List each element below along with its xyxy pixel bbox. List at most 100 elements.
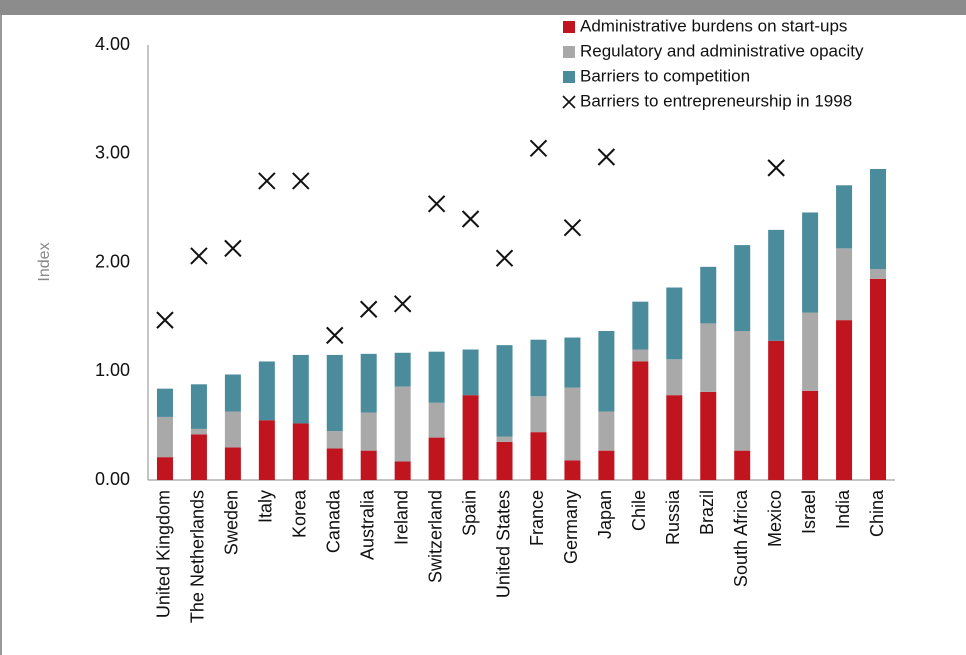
bar-segment bbox=[734, 245, 751, 332]
bar-segment bbox=[258, 361, 275, 421]
scatter-marker bbox=[495, 249, 514, 267]
bar-segment bbox=[224, 411, 241, 448]
x-tick-label: Italy bbox=[256, 490, 276, 523]
x-tick-label: Korea bbox=[290, 489, 310, 538]
y-tick-label: 3.00 bbox=[95, 143, 130, 163]
scatter-marker bbox=[427, 195, 446, 213]
legend-swatch bbox=[563, 71, 575, 83]
bar-segment bbox=[156, 457, 173, 480]
bar-segment bbox=[190, 384, 207, 429]
scatter-marker bbox=[224, 239, 242, 258]
x-tick-label: Mexico bbox=[765, 490, 785, 547]
bar-segment bbox=[156, 388, 173, 417]
y-axis-label: Index bbox=[36, 242, 53, 281]
bar-segment bbox=[326, 354, 343, 432]
legend-label: Barriers to competition bbox=[580, 66, 750, 85]
bar-segment bbox=[462, 349, 479, 396]
y-tick-label: 4.00 bbox=[95, 34, 130, 54]
bar-segment bbox=[564, 460, 581, 480]
bar-segment bbox=[530, 432, 547, 480]
bar-segment bbox=[632, 349, 649, 362]
bar-segment bbox=[496, 441, 513, 480]
bar-segment bbox=[768, 229, 785, 341]
bar-segment bbox=[802, 212, 819, 313]
bar-segment bbox=[360, 353, 377, 413]
bar-segment bbox=[258, 420, 275, 480]
x-tick-label: Australia bbox=[357, 489, 377, 560]
bar-segment bbox=[700, 323, 717, 392]
bar-segment bbox=[632, 361, 649, 480]
bar-segment bbox=[870, 168, 887, 270]
bar-segment bbox=[666, 359, 683, 396]
x-tick-label: Russia bbox=[663, 489, 683, 545]
bar-segment bbox=[666, 395, 683, 480]
bar-segment bbox=[700, 266, 717, 324]
x-tick-label: South Africa bbox=[731, 489, 751, 587]
legend-marker bbox=[562, 95, 576, 109]
x-tick-label: Canada bbox=[324, 489, 344, 553]
scatter-marker bbox=[767, 159, 785, 177]
x-tick-label: Germany bbox=[561, 490, 581, 564]
y-tick-label: 0.00 bbox=[95, 469, 130, 489]
bar-segment bbox=[326, 431, 343, 449]
x-tick-label: China bbox=[867, 489, 887, 537]
bar-segment bbox=[666, 287, 683, 360]
bar-segment bbox=[564, 337, 581, 388]
scatter-marker bbox=[597, 148, 616, 166]
bar-segment bbox=[360, 450, 377, 480]
bar-segment bbox=[836, 185, 853, 249]
bar-segment bbox=[802, 312, 819, 391]
scatter-marker bbox=[258, 172, 276, 190]
bar-segment bbox=[598, 331, 615, 412]
scatter-marker bbox=[359, 300, 378, 318]
bar-segment bbox=[224, 374, 241, 412]
bar-segment bbox=[394, 352, 411, 387]
x-tick-label: United States bbox=[493, 490, 513, 598]
x-tick-label: The Netherlands bbox=[188, 490, 208, 623]
x-tick-label: Israel bbox=[799, 490, 819, 534]
bar-segment bbox=[768, 340, 785, 480]
bar-segment bbox=[292, 423, 309, 480]
bar-segment bbox=[190, 434, 207, 480]
bar-segment bbox=[326, 448, 343, 480]
legend-label: Regulatory and administrative opacity bbox=[580, 41, 864, 60]
bar-segment bbox=[598, 450, 615, 480]
x-tick-label: Spain bbox=[459, 490, 479, 536]
bar-segment bbox=[496, 345, 513, 437]
scatter-marker bbox=[292, 172, 310, 190]
y-tick-label: 2.00 bbox=[95, 251, 130, 271]
x-tick-label: Ireland bbox=[391, 490, 411, 545]
y-tick-label: 1.00 bbox=[95, 360, 130, 380]
bar-segment bbox=[156, 416, 173, 458]
bar-segment bbox=[428, 402, 445, 438]
bar-segment bbox=[734, 450, 751, 480]
x-tick-label: Chile bbox=[629, 490, 649, 531]
x-tick-label: Switzerland bbox=[425, 490, 445, 583]
legend-swatch bbox=[563, 46, 575, 58]
bar-segment bbox=[496, 436, 513, 442]
scatter-marker bbox=[393, 295, 412, 313]
header-bar bbox=[0, 0, 966, 15]
legend-swatch bbox=[563, 21, 575, 33]
x-tick-label: India bbox=[833, 489, 853, 529]
bar-segment bbox=[700, 391, 717, 480]
bar-segment bbox=[530, 339, 547, 397]
bar-segment bbox=[598, 411, 615, 451]
scatter-marker bbox=[190, 247, 208, 265]
bar-segment bbox=[292, 354, 309, 424]
x-tick-label: Japan bbox=[595, 490, 615, 539]
bar-segment bbox=[870, 269, 887, 279]
scatter-marker bbox=[529, 139, 548, 158]
x-tick-label: Brazil bbox=[697, 490, 717, 535]
bar-segment bbox=[564, 387, 581, 461]
x-tick-label: United Kingdom bbox=[154, 490, 174, 618]
scatter-marker bbox=[461, 210, 480, 228]
x-tick-label: Sweden bbox=[222, 490, 242, 555]
bar-segment bbox=[836, 248, 853, 321]
scatter-marker bbox=[563, 218, 582, 237]
scatter-marker bbox=[156, 311, 174, 329]
bar-segment bbox=[836, 320, 853, 480]
bar-segment bbox=[462, 395, 479, 480]
